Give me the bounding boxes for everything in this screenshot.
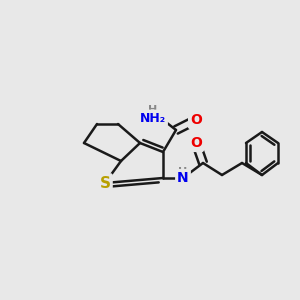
Text: O: O [190,113,202,127]
Text: NH₂: NH₂ [140,112,166,124]
Text: S: S [100,176,110,190]
Text: H: H [178,167,188,177]
Text: H: H [148,105,158,115]
Text: O: O [190,136,202,150]
Text: N: N [177,171,189,185]
